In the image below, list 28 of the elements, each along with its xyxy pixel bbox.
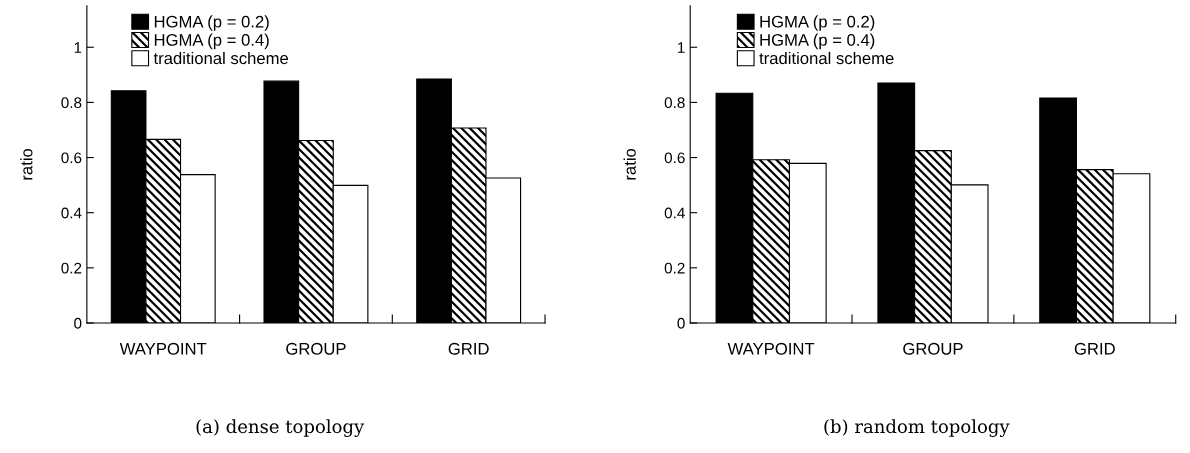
legend-label: HGMA (p = 0.4) — [760, 33, 875, 50]
x-tick-label: WAYPOINT — [727, 342, 815, 355]
legend-label: HGMA (p = 0.4) — [154, 33, 269, 50]
y-tick-label: 0.8 — [664, 97, 685, 109]
legend-label: HGMA (p = 0.2) — [760, 15, 875, 31]
y-tick-label: 0.4 — [61, 207, 82, 219]
y-tick-label: 0 — [677, 317, 685, 329]
y-tick-label: 1 — [74, 42, 82, 53]
y-tick-label: 0.2 — [61, 262, 82, 274]
y-tick-label: 0.4 — [664, 207, 685, 219]
text: (b) random topology — [824, 419, 1010, 437]
x-tick-label: GRID — [1074, 342, 1115, 355]
y-tick-label: 0.8 — [61, 97, 82, 109]
x-tick-label: GROUP — [286, 342, 346, 355]
x-tick-label: WAYPOINT — [119, 342, 207, 355]
y-axis-title: ratio — [623, 148, 636, 180]
y-tick-label: 0 — [74, 317, 82, 329]
legend-label: traditional scheme — [759, 51, 894, 65]
legend-label: traditional scheme — [153, 51, 289, 65]
y-tick-label: 0.6 — [61, 152, 82, 164]
y-tick-label: 0.2 — [664, 262, 685, 274]
legend-label: HGMA (p = 0.2) — [154, 15, 269, 31]
y-tick-label: 1 — [678, 42, 685, 53]
y-tick-label: 0.6 — [664, 152, 685, 164]
x-tick-label: GRID — [448, 342, 489, 355]
x-tick-label: GROUP — [903, 342, 963, 355]
y-axis-title: ratio — [20, 148, 33, 180]
text: (a) dense topology — [196, 419, 365, 437]
